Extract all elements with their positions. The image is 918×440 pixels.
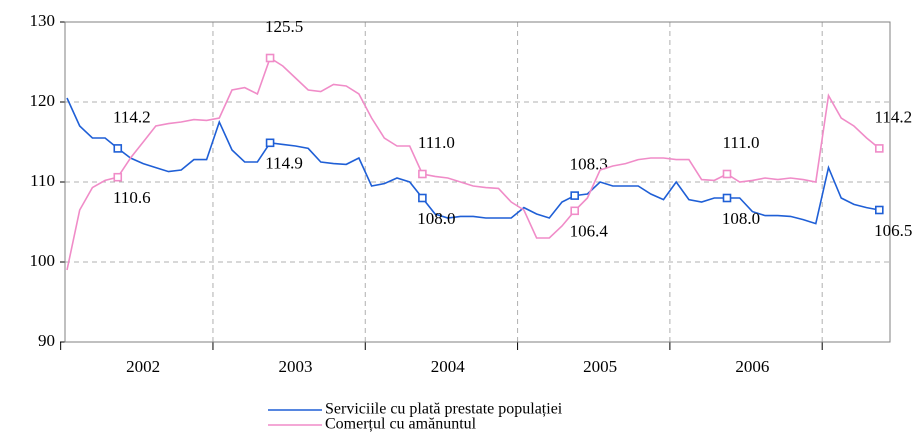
marker bbox=[113, 172, 123, 182]
data-label: 111.0 bbox=[723, 133, 760, 152]
marker bbox=[722, 169, 732, 179]
marker bbox=[265, 53, 275, 63]
marker bbox=[113, 144, 123, 153]
y-tick-label: 90 bbox=[38, 331, 55, 350]
marker bbox=[570, 206, 579, 216]
series-line bbox=[66, 56, 880, 271]
marker bbox=[418, 193, 427, 203]
legend-text: Serviciile cu plată prestate populației bbox=[325, 401, 563, 418]
x-tick-label: 2002 bbox=[126, 357, 160, 376]
y-tick-label: 110 bbox=[30, 171, 55, 190]
marker bbox=[570, 191, 579, 200]
marker bbox=[722, 193, 732, 203]
data-label: 108.3 bbox=[570, 155, 608, 174]
x-tick-label: 2005 bbox=[583, 357, 617, 376]
marker bbox=[265, 138, 275, 148]
x-tick-label: 2006 bbox=[735, 357, 769, 376]
marker bbox=[418, 169, 427, 179]
y-tick-label: 120 bbox=[30, 91, 56, 110]
data-label: 108.0 bbox=[417, 209, 455, 228]
data-label: 114.2 bbox=[874, 107, 912, 126]
x-tick-label: 2004 bbox=[431, 357, 466, 376]
data-label: 114.2 bbox=[113, 107, 151, 126]
data-label: 106.4 bbox=[570, 222, 609, 241]
data-label: 111.0 bbox=[418, 133, 455, 152]
data-label: 108.0 bbox=[722, 209, 760, 228]
y-tick-label: 100 bbox=[30, 251, 56, 270]
series-line bbox=[66, 97, 880, 225]
data-label: 106.5 bbox=[874, 221, 912, 240]
y-tick-label: 130 bbox=[30, 11, 56, 30]
marker bbox=[875, 144, 884, 153]
x-tick-label: 2003 bbox=[278, 357, 312, 376]
data-label: 114.9 bbox=[265, 154, 303, 173]
data-label: 110.6 bbox=[113, 188, 151, 207]
data-label: 125.5 bbox=[265, 17, 303, 36]
legend-text: Comerțul cu amănuntul bbox=[325, 416, 477, 433]
marker bbox=[875, 205, 884, 215]
plot-frame bbox=[64, 21, 891, 343]
